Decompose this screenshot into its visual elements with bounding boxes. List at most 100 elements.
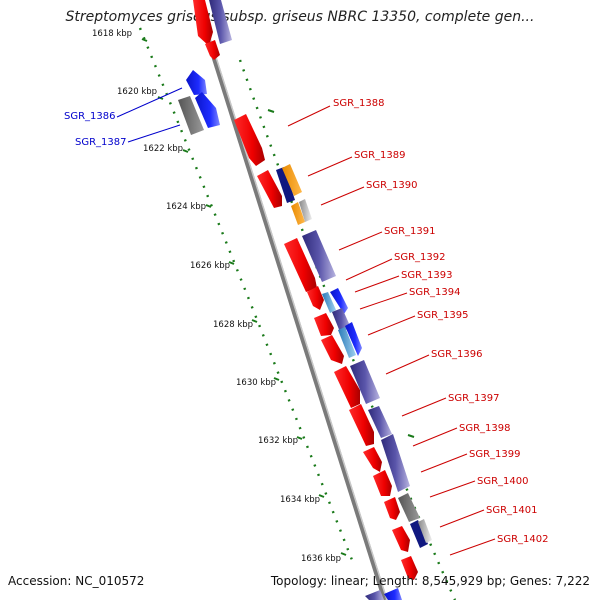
scale-label: 1632 kbp bbox=[258, 436, 298, 446]
gene-label-sgr-1395[interactable]: SGR_1395 bbox=[417, 310, 469, 321]
gene-label-sgr-1400[interactable]: SGR_1400 bbox=[477, 476, 529, 487]
left-gene-labels: SGR_1386 SGR_1387 bbox=[64, 87, 183, 148]
gene-arrow-red[interactable] bbox=[321, 335, 344, 364]
strand-track-inner bbox=[238, 59, 457, 600]
gene-label-sgr-1399[interactable]: SGR_1399 bbox=[469, 449, 521, 460]
gene-box-navy[interactable] bbox=[276, 167, 295, 203]
gene-box-silver[interactable] bbox=[418, 519, 432, 543]
gene-arrow-red[interactable] bbox=[307, 286, 324, 310]
scale-label: 1618 kbp bbox=[92, 29, 132, 39]
scale-tick bbox=[296, 436, 303, 440]
genome-backbone-highlight bbox=[197, 0, 388, 600]
gene-arrow-red[interactable] bbox=[205, 40, 220, 60]
gene-label-sgr-1391[interactable]: SGR_1391 bbox=[384, 226, 436, 237]
label-leader bbox=[449, 538, 496, 556]
gene-arrow-red[interactable] bbox=[314, 313, 334, 336]
label-leader bbox=[345, 258, 393, 281]
gene-arrow-red[interactable] bbox=[373, 470, 392, 496]
gene-box-orange[interactable] bbox=[291, 202, 305, 225]
genome-backbone bbox=[193, 0, 388, 600]
gene-arrow-red[interactable] bbox=[257, 170, 282, 208]
label-leader bbox=[367, 315, 416, 336]
label-leader bbox=[320, 186, 365, 206]
gene-box-purple[interactable] bbox=[368, 406, 392, 438]
gene-label-sgr-1386[interactable]: SGR_1386 bbox=[64, 111, 116, 122]
scale-tick bbox=[273, 377, 280, 381]
gene-label-sgr-1393[interactable]: SGR_1393 bbox=[401, 270, 453, 281]
gene-label-sgr-1401[interactable]: SGR_1401 bbox=[486, 505, 538, 516]
label-leader bbox=[439, 509, 485, 528]
scale-tick bbox=[141, 38, 148, 42]
gene-arrow-blue[interactable] bbox=[195, 92, 220, 128]
scale-label: 1630 kbp bbox=[236, 378, 276, 388]
scale-label: 1620 kbp bbox=[117, 87, 157, 97]
gene-label-sgr-1402[interactable]: SGR_1402 bbox=[497, 534, 549, 545]
scale-label: 1634 kbp bbox=[280, 495, 320, 505]
scale-ticks bbox=[141, 38, 415, 556]
scale-label: 1628 kbp bbox=[213, 320, 253, 330]
gene-box-purple[interactable] bbox=[302, 230, 336, 282]
gene-arrow-red[interactable] bbox=[334, 366, 360, 408]
gene-box-ltblue[interactable] bbox=[338, 327, 356, 358]
label-leader bbox=[385, 354, 430, 375]
scale-tick bbox=[251, 319, 258, 323]
gene-box-grey[interactable] bbox=[398, 493, 420, 522]
gene-label-sgr-1387[interactable]: SGR_1387 bbox=[75, 137, 127, 148]
scale-tick bbox=[228, 261, 235, 265]
gene-box-navy[interactable] bbox=[410, 520, 428, 548]
gene-arrow-red[interactable] bbox=[193, 0, 213, 46]
gene-box-blue[interactable] bbox=[384, 588, 402, 600]
gene-label-sgr-1390[interactable]: SGR_1390 bbox=[366, 180, 418, 191]
gene-box-purple[interactable] bbox=[350, 360, 380, 404]
gene-arrow-red[interactable] bbox=[401, 556, 418, 580]
gene-arrow-red[interactable] bbox=[349, 404, 374, 446]
gene-arrow-red[interactable] bbox=[234, 114, 265, 166]
gene-label-sgr-1394[interactable]: SGR_1394 bbox=[409, 287, 461, 298]
scale-tick bbox=[205, 204, 212, 208]
label-leader bbox=[338, 231, 383, 251]
gene-label-sgr-1397[interactable]: SGR_1397 bbox=[448, 393, 500, 404]
label-leader bbox=[420, 453, 468, 473]
gene-box-purple[interactable] bbox=[381, 434, 410, 492]
gene-label-sgr-1389[interactable]: SGR_1389 bbox=[354, 150, 406, 161]
gene-arrow-blue[interactable] bbox=[345, 322, 362, 356]
gene-label-sgr-1398[interactable]: SGR_1398 bbox=[459, 423, 511, 434]
genes-right-strand bbox=[234, 114, 432, 600]
gene-arrow-red[interactable] bbox=[384, 497, 400, 520]
gene-box-silver[interactable] bbox=[299, 199, 312, 222]
gene-box-grey[interactable] bbox=[178, 96, 204, 135]
gene-arrow-red[interactable] bbox=[363, 447, 382, 472]
gene-box-purple[interactable] bbox=[365, 590, 384, 600]
gene-arrow-blue[interactable] bbox=[330, 288, 348, 314]
label-leader bbox=[359, 292, 408, 310]
accession-text: Accession: NC_010572 bbox=[8, 574, 145, 588]
genome-summary-text: Topology: linear; Length: 8,545,929 bp; … bbox=[270, 574, 590, 588]
gene-label-sgr-1396[interactable]: SGR_1396 bbox=[431, 349, 483, 360]
gene-arrow-red[interactable] bbox=[392, 526, 410, 552]
scale-tick bbox=[340, 552, 347, 556]
strand-tick bbox=[267, 109, 275, 113]
gene-box-ltblue[interactable] bbox=[322, 292, 336, 313]
gene-box-purple[interactable] bbox=[209, 0, 232, 44]
strand-tick bbox=[407, 434, 415, 438]
scale-label: 1624 kbp bbox=[166, 202, 206, 212]
label-leader bbox=[429, 480, 476, 498]
genome-title: Streptomyces griseus subsp. griseus NBRC… bbox=[65, 9, 535, 25]
scale-labels: 1618 kbp 1620 kbp 1622 kbp 1624 kbp 1626… bbox=[92, 29, 341, 564]
label-leader bbox=[307, 156, 353, 177]
label-leader bbox=[116, 87, 183, 118]
gene-arrow-blue[interactable] bbox=[186, 70, 207, 95]
label-leader bbox=[354, 275, 400, 293]
right-gene-labels: SGR_1388 SGR_1389 SGR_1390 SGR_1391 SGR_… bbox=[287, 98, 549, 556]
label-leader bbox=[412, 427, 458, 447]
gene-arrow-red[interactable] bbox=[284, 238, 317, 292]
scale-label: 1622 kbp bbox=[143, 144, 183, 154]
gene-label-sgr-1388[interactable]: SGR_1388 bbox=[333, 98, 385, 109]
gene-box-orange[interactable] bbox=[282, 164, 302, 196]
label-leader bbox=[127, 124, 181, 143]
scale-tick bbox=[318, 494, 325, 498]
gene-label-sgr-1392[interactable]: SGR_1392 bbox=[394, 252, 446, 263]
genes-left-strand bbox=[178, 70, 220, 135]
